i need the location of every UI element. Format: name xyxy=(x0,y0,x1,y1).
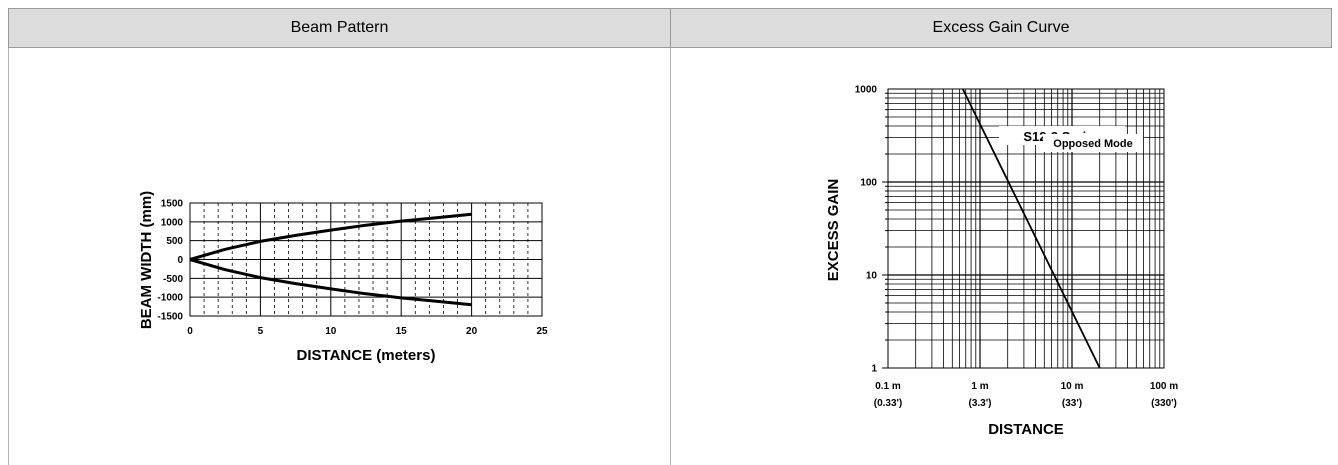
beam-y-ticks: 1500 1000 500 0 -500 -1000 -1500 xyxy=(157,199,183,323)
gain-plot-frame xyxy=(887,88,1165,369)
gain-y-tick-label: 100 xyxy=(860,178,877,189)
spec-table: Beam Pattern Excess Gain Curve xyxy=(8,8,1332,465)
beam-y-tick-label: -500 xyxy=(163,274,183,285)
beam-x-axis-title: DISTANCE (meters) xyxy=(297,347,436,364)
beam-x-tick-label: 0 xyxy=(187,326,193,337)
excess-gain-chart: S12-2 Series Opposed Mode 0.1 m(0.33')1 … xyxy=(825,85,1178,439)
mode-label-box xyxy=(1043,134,1143,152)
gain-x-tick-sublabel: (330') xyxy=(1151,398,1177,409)
beam-y-tick-label: 1000 xyxy=(161,217,184,228)
beam-y-tick-label: 1500 xyxy=(161,199,184,210)
beam-x-tick-label: 15 xyxy=(396,326,408,337)
gain-y-tick-label: 1 xyxy=(871,364,877,375)
beam-y-tick-label: 500 xyxy=(166,236,183,247)
beam-pattern-chart: 0 5 10 15 20 25 1500 1000 500 0 -500 -1000 -1500 DI… xyxy=(138,191,548,364)
gain-x-tick-label: 100 m xyxy=(1150,381,1178,392)
beam-y-tick-label: -1500 xyxy=(157,312,183,323)
beam-x-ticks: 0 5 10 15 20 25 xyxy=(187,326,548,337)
beam-series-line-lower xyxy=(189,258,472,307)
gain-x-tick-label: 1 m xyxy=(971,381,988,392)
gain-x-tick-label: 0.1 m xyxy=(875,381,901,392)
beam-pattern-header: Beam Pattern xyxy=(8,8,671,48)
gain-y-ticks: 1 10 100 1000 xyxy=(855,85,878,375)
beam-x-tick-label: 5 xyxy=(258,326,264,337)
beam-y-axis-title: BEAM WIDTH (mm) xyxy=(138,191,155,329)
gain-y-axis-title: EXCESS GAIN xyxy=(825,179,842,282)
gain-y-tick-label: 1000 xyxy=(855,85,878,96)
beam-series-line-upper xyxy=(189,212,472,261)
beam-series xyxy=(189,212,472,307)
mode-label: Opposed Mode xyxy=(1053,138,1132,150)
excess-gain-header: Excess Gain Curve xyxy=(670,8,1332,48)
gain-x-tick-sublabel: (33') xyxy=(1062,398,1082,409)
gain-y-tick-label: 10 xyxy=(866,271,878,282)
gain-series-line xyxy=(961,88,1101,369)
beam-x-tick-label: 10 xyxy=(325,326,337,337)
gain-x-tick-sublabel: (0.33') xyxy=(874,398,903,409)
beam-grid xyxy=(190,203,542,316)
table-left-border xyxy=(8,48,9,465)
table-column-divider xyxy=(670,48,671,465)
beam-x-tick-label: 25 xyxy=(536,326,548,337)
gain-x-axis-title: DISTANCE xyxy=(988,421,1064,438)
gain-x-tick-sublabel: (3.3') xyxy=(969,398,992,409)
beam-y-tick-label: -1000 xyxy=(157,293,183,304)
beam-y-tick-label: 0 xyxy=(177,255,183,266)
gain-x-ticks: 0.1 m (0.33') 1 m (3.3') 10 m (33') 100 m (330'… xyxy=(874,381,1179,409)
gain-series xyxy=(961,88,1101,369)
gain-x-tick-label: 10 m xyxy=(1061,381,1084,392)
beam-x-tick-label: 20 xyxy=(466,326,478,337)
